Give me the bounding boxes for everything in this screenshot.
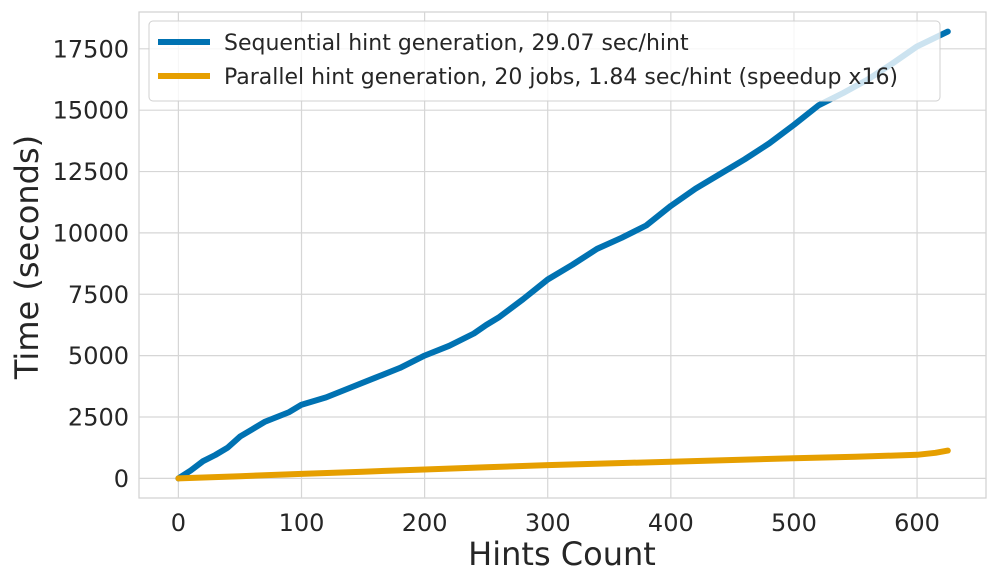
y-tick-label: 5000 — [68, 342, 129, 370]
legend-box — [148, 20, 941, 102]
x-tick-label: 200 — [402, 509, 448, 537]
y-tick-label: 7500 — [68, 281, 129, 309]
y-tick-label: 2500 — [68, 404, 129, 432]
y-tick-label: 15000 — [53, 97, 129, 125]
x-axis-ticks: 0 100 200 300 400 500 600 — [171, 509, 940, 537]
x-tick-label: 0 — [171, 509, 186, 537]
y-tick-label: 12500 — [53, 158, 129, 186]
x-tick-label: 600 — [894, 509, 940, 537]
x-tick-label: 100 — [279, 509, 325, 537]
y-tick-label: 17500 — [53, 35, 129, 63]
y-tick-label: 10000 — [53, 219, 129, 247]
legend: Sequential hint generation, 29.07 sec/hi… — [148, 20, 941, 102]
y-tick-label: 0 — [114, 465, 129, 493]
y-axis-ticks: 0 2500 5000 7500 10000 12500 15000 17500 — [53, 35, 129, 493]
x-tick-label: 300 — [525, 509, 571, 537]
x-axis-label: Hints Count — [468, 535, 656, 573]
x-tick-label: 400 — [648, 509, 694, 537]
y-axis-label: Time (seconds) — [8, 135, 46, 380]
series-line-parallel — [175, 447, 951, 482]
series-line-sequential — [175, 28, 951, 482]
x-tick-label: 500 — [771, 509, 817, 537]
series-layer — [175, 28, 951, 482]
legend-label-sequential: Sequential hint generation, 29.07 sec/hi… — [224, 31, 689, 56]
legend-label-parallel: Parallel hint generation, 20 jobs, 1.84 … — [224, 65, 898, 90]
